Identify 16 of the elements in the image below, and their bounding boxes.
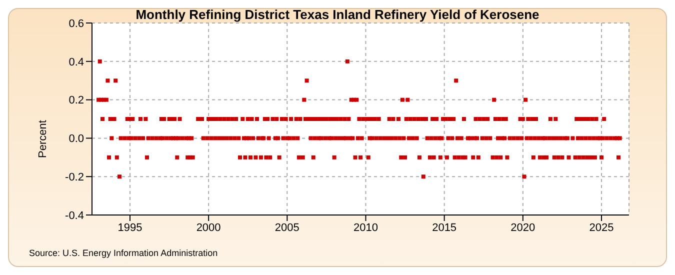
x-tick-label: 2010	[353, 222, 378, 234]
chart-title: Monthly Refining District Texas Inland Refinery Yield of Kerosene	[136, 7, 540, 22]
x-tick-label: 2025	[589, 222, 614, 234]
source-note: Source: U.S. Energy Information Administration	[29, 248, 218, 258]
x-tick-label: 2015	[432, 222, 457, 234]
x-tick-label: 2000	[196, 222, 221, 234]
y-tick-label: 0.6	[68, 18, 84, 30]
x-tick-label: 2020	[510, 222, 536, 234]
y-tick-label: 0.2	[68, 94, 84, 107]
y-tick-label: 0.4	[68, 56, 84, 68]
y-tick-label: -0.2	[65, 172, 84, 184]
y-axis-title: Percent	[37, 120, 49, 158]
y-tick-label: 0.0	[68, 133, 84, 146]
y-tick-label: -0.4	[65, 210, 84, 222]
x-tick-label: 2005	[274, 222, 300, 234]
x-tick-label: 1995	[118, 222, 142, 234]
